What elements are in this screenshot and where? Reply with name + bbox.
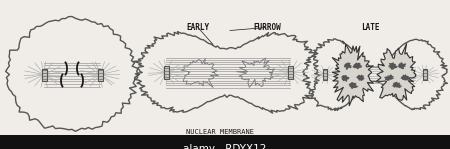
FancyBboxPatch shape	[423, 69, 427, 80]
FancyBboxPatch shape	[288, 66, 292, 79]
Polygon shape	[356, 74, 365, 81]
Polygon shape	[353, 62, 362, 69]
Text: LATE: LATE	[361, 22, 379, 31]
Polygon shape	[344, 62, 352, 70]
Polygon shape	[134, 32, 320, 113]
Text: NUCLEAR MEMBRANE
RE-FORMING: NUCLEAR MEMBRANE RE-FORMING	[186, 129, 254, 142]
FancyBboxPatch shape	[323, 69, 327, 80]
Text: alamy - RDYX12: alamy - RDYX12	[183, 143, 267, 149]
Polygon shape	[342, 75, 349, 82]
Polygon shape	[303, 39, 447, 110]
Polygon shape	[332, 44, 374, 106]
Text: FURROW: FURROW	[253, 22, 281, 31]
FancyBboxPatch shape	[41, 69, 46, 80]
Text: EARLY: EARLY	[186, 22, 210, 31]
Polygon shape	[6, 17, 139, 131]
Polygon shape	[349, 82, 359, 89]
Bar	[0, 135, 450, 149]
Polygon shape	[384, 74, 394, 81]
Polygon shape	[392, 82, 403, 88]
Polygon shape	[400, 74, 410, 81]
Polygon shape	[388, 62, 398, 70]
Polygon shape	[398, 62, 406, 69]
FancyBboxPatch shape	[98, 69, 103, 80]
Polygon shape	[377, 44, 416, 100]
FancyBboxPatch shape	[163, 66, 168, 79]
